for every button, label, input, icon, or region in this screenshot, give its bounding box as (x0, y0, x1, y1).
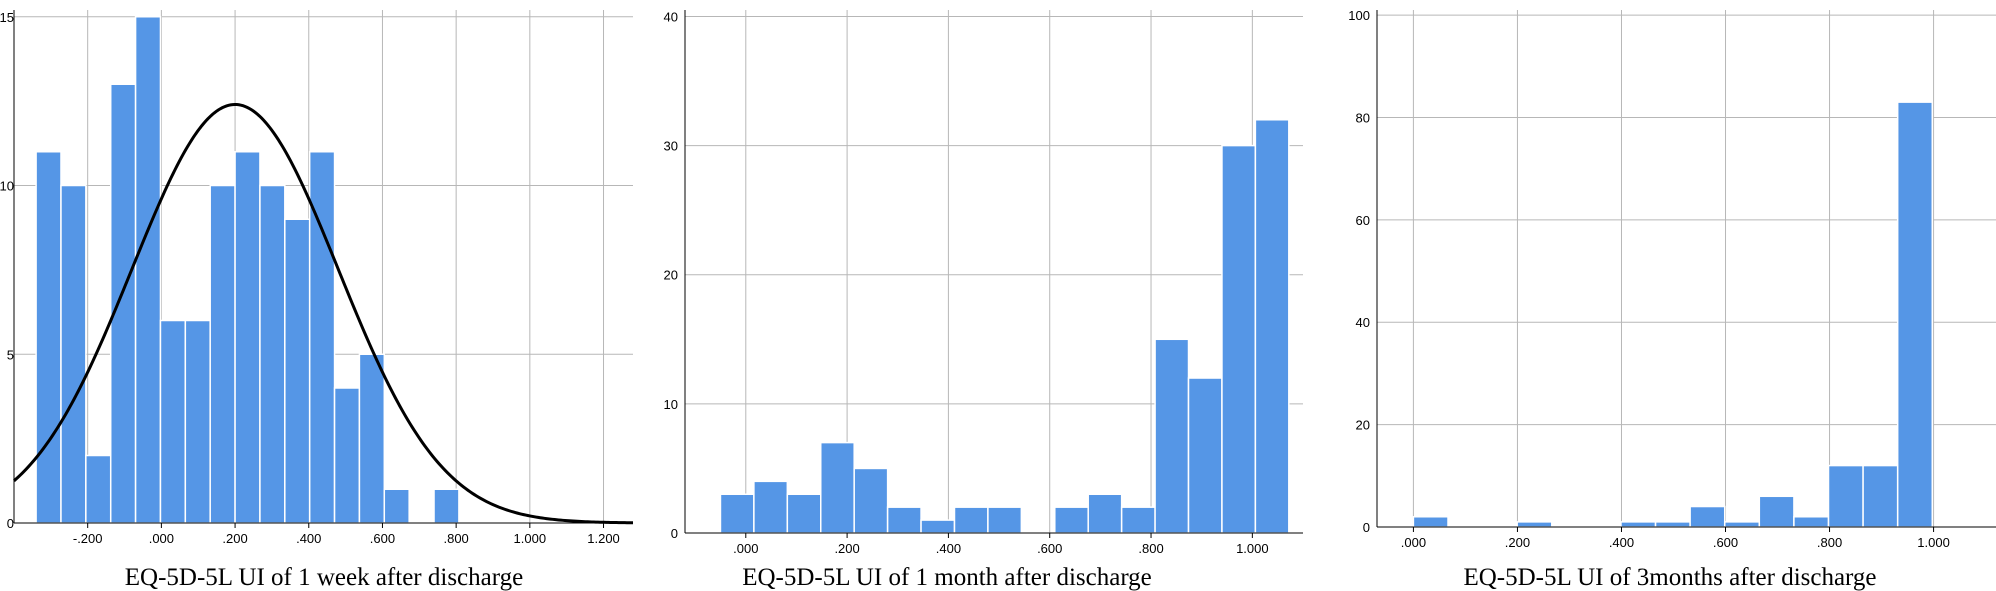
histogram-bar-1-month-6 (920, 519, 956, 534)
histogram-bar-1-month-16 (1254, 119, 1290, 534)
y-tick-label-1-month-2: 20 (664, 268, 678, 283)
histogram-bar-1-week-10 (284, 218, 311, 524)
histogram-bar-3-months-11 (1793, 516, 1830, 528)
y-tick-label-1-week-1: 5 (7, 347, 14, 362)
histogram-bar-1-month-15 (1221, 144, 1257, 534)
histogram-bar-1-month-7 (953, 506, 989, 534)
histogram-bar-1-week-3 (109, 83, 137, 524)
histogram-bar-1-month-13 (1154, 338, 1190, 534)
x-tick-label-1-month-3: .600 (1037, 541, 1062, 556)
histogram-bar-1-month-14 (1187, 377, 1223, 534)
x-tick-label-1-month-5: 1.000 (1236, 541, 1269, 556)
x-tick-label-1-week-6: 1.000 (514, 531, 547, 546)
histogram-bar-1-week-7 (209, 184, 236, 524)
x-tick-label-1-week-4: .600 (370, 531, 395, 546)
y-tick-label-1-week-3: 15 (0, 10, 14, 25)
x-tick-label-1-month-2: .400 (936, 541, 961, 556)
histogram-panel-1-week: -.200 .000 .200 .400 .600 .800 1.000 1.200 0 5 10 1… (0, 10, 634, 546)
histogram-bar-1-month-2 (786, 493, 822, 534)
histogram-bar-1-month-3 (820, 441, 855, 534)
x-tick-label-3-months-1: .200 (1505, 535, 1530, 550)
x-tick-label-1-month-4: .800 (1138, 541, 1163, 556)
x-tick-label-3-months-2: .400 (1609, 535, 1634, 550)
x-tick-label-3-months-5: 1.000 (1917, 535, 1950, 550)
histogram-bar-1-month-1 (753, 480, 789, 534)
x-tick-label-1-week-3: .400 (296, 531, 321, 546)
x-tick-label-1-month-0: .000 (733, 541, 758, 556)
histogram-bar-1-week-5 (159, 319, 187, 524)
x-axis-label-1-week: EQ-5D-5L UI of 1 week after discharge (125, 564, 523, 591)
histogram-bar-1-week-9 (259, 184, 286, 524)
histogram-bar-1-week-13 (358, 353, 386, 524)
x-tick-label-1-week-7: 1.200 (587, 531, 620, 546)
x-tick-label-1-week-0: -.200 (73, 531, 103, 546)
histogram-panel-1-month: .000 .200 .400 .600 .800 1.000 0 10 20 30 40 (664, 9, 1303, 556)
y-tick-label-1-month-0: 0 (671, 526, 678, 541)
histogram-bar-1-week-2 (85, 454, 112, 524)
histogram-bar-3-months-13 (1862, 464, 1899, 528)
histogram-bar-1-month-4 (853, 467, 889, 534)
histogram-bar-1-week-4 (134, 16, 162, 524)
histogram-bar-3-months-0 (1412, 516, 1449, 528)
histogram-bar-1-month-11 (1087, 493, 1123, 534)
histogram-bar-3-months-7 (1654, 521, 1691, 528)
histogram-bar-3-months-12 (1827, 464, 1864, 528)
x-axis-label-1-month: EQ-5D-5L UI of 1 month after discharge (742, 564, 1152, 591)
y-tick-label-1-month-3: 30 (664, 139, 678, 154)
histogram-bar-3-months-3 (1516, 521, 1553, 528)
histogram-bar-1-month-8 (987, 506, 1023, 534)
y-tick-label-3-months-2: 40 (1356, 315, 1370, 330)
x-axis-label-3-months: EQ-5D-5L UI of 3months after discharge (1463, 564, 1876, 591)
histogram-panel-3-months: .000 .200 .400 .600 .800 1.000 0 20 40 60 80 100 (1348, 8, 1996, 550)
histogram-bar-3-months-14 (1896, 101, 1934, 528)
x-tick-label-1-week-5: .800 (443, 531, 468, 546)
histogram-bar-1-month-10 (1054, 506, 1089, 534)
normal-curve-1-week (13, 102, 634, 525)
x-tick-label-3-months-3: .600 (1713, 535, 1738, 550)
histogram-bar-1-month-0 (719, 493, 755, 534)
x-tick-label-3-months-0: .000 (1401, 535, 1426, 550)
x-tick-label-3-months-4: .800 (1817, 535, 1842, 550)
histogram-bar-3-months-8 (1689, 505, 1726, 528)
histogram-bar-1-month-12 (1120, 506, 1156, 534)
x-tick-label-1-week-2: .200 (222, 531, 247, 546)
histogram-bar-3-months-10 (1758, 495, 1795, 528)
y-tick-label-3-months-1: 20 (1356, 418, 1370, 433)
y-tick-label-1-month-4: 40 (664, 9, 678, 24)
histogram-bar-1-week-0 (35, 151, 62, 524)
x-tick-label-1-week-1: .000 (149, 531, 174, 546)
histogram-bar-1-week-6 (184, 319, 211, 524)
histogram-bar-3-months-6 (1620, 521, 1657, 528)
y-tick-label-3-months-4: 80 (1356, 110, 1370, 125)
histogram-bar-1-week-8 (234, 151, 261, 524)
y-tick-label-1-week-2: 10 (0, 179, 14, 194)
y-tick-label-3-months-0: 0 (1363, 520, 1370, 535)
x-tick-label-1-month-1: .200 (834, 541, 859, 556)
histogram-bar-3-months-9 (1723, 521, 1761, 528)
histogram-bar-1-week-14 (383, 488, 410, 524)
y-tick-label-3-months-5: 100 (1348, 8, 1370, 23)
y-tick-label-3-months-3: 60 (1356, 213, 1370, 228)
y-tick-label-1-month-1: 10 (664, 397, 678, 412)
histogram-bar-1-week-16 (433, 488, 460, 524)
y-tick-label-1-week-0: 0 (7, 516, 14, 531)
histogram-bar-1-week-1 (60, 184, 87, 524)
histogram-bar-1-month-5 (886, 506, 922, 534)
histogram-bar-1-week-12 (333, 387, 361, 524)
